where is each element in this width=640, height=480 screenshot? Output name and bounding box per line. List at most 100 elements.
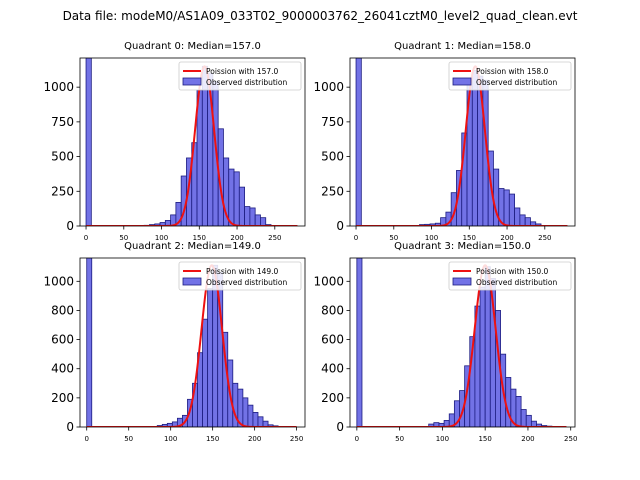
x-tick-label: 150: [463, 234, 476, 242]
figure-suptitle: Data file: modeM0/AS1A09_033T02_90000037…: [62, 9, 578, 23]
y-tick-label: 1000: [43, 274, 74, 288]
x-tick-label: 200: [248, 435, 261, 443]
legend-label-poisson: Poission with 150.0: [476, 267, 549, 276]
histogram-bar: [519, 214, 526, 226]
legend-bar-swatch: [452, 277, 472, 286]
histogram-bar: [202, 318, 209, 427]
histogram-bar: [484, 266, 491, 427]
y-tick-label: 1000: [313, 274, 344, 288]
poisson-curve: [86, 264, 297, 427]
legend-label-poisson: Poission with 157.0: [206, 67, 279, 76]
panel-title: Quadrant 0: Median=157.0: [124, 41, 261, 52]
y-tick-label: 400: [321, 362, 344, 376]
x-tick-label: 50: [389, 234, 398, 242]
x-tick-label: 150: [193, 234, 206, 242]
legend-box: [448, 61, 572, 91]
axes-frame: [349, 257, 576, 428]
y-tick-label: 200: [51, 391, 74, 405]
legend-bar-swatch: [182, 77, 202, 86]
x-tick-label: 250: [564, 435, 577, 443]
histogram-bars: [85, 58, 272, 226]
x-tick-label: 0: [84, 234, 88, 242]
legend-bar-swatch: [452, 77, 472, 86]
y-tick-label: 0: [66, 420, 74, 434]
legend-box: [178, 61, 302, 91]
histogram-bar: [503, 189, 510, 226]
histogram-bar: [535, 223, 542, 226]
quadrant-1-chart: 0 50 100 150 200 250 0 250 500 750 1000 Quadrant 1:…: [313, 41, 576, 242]
histogram-bar: [508, 193, 515, 226]
legend-label-observed: Observed distribution: [206, 278, 287, 287]
histogram-bar: [85, 58, 92, 226]
poisson-curve: [86, 65, 298, 226]
x-tick-label: 50: [124, 435, 133, 443]
x-tick-label: 250: [290, 435, 303, 443]
y-tick-label: 200: [321, 391, 344, 405]
quadrant-0-chart: 0 50 100 150 200 250 0 250 500 750 1000 Quadrant 0:…: [43, 41, 306, 242]
y-tick-label: 800: [51, 303, 74, 317]
histogram-bar: [249, 207, 256, 226]
legend-label-poisson: Poission with 158.0: [476, 67, 549, 76]
histogram-bar: [257, 416, 264, 427]
legend-bar-swatch: [182, 277, 202, 286]
histogram-bar: [233, 171, 240, 226]
legend-box: [178, 261, 302, 291]
histogram-bar: [86, 258, 93, 427]
histogram-bar: [252, 412, 259, 427]
histogram-bar: [242, 397, 249, 427]
histogram-bar: [207, 288, 214, 427]
y-tick-label: 400: [51, 362, 74, 376]
y-tick-label: 750: [51, 115, 74, 129]
histogram-bar: [254, 214, 261, 226]
x-tick-label: 100: [425, 234, 438, 242]
x-tick-label: 250: [268, 234, 281, 242]
x-tick-label: 250: [538, 234, 551, 242]
axes-frame: [79, 57, 306, 227]
x-tick-label: 200: [521, 435, 534, 443]
panel-title: Quadrant 2: Median=149.0: [124, 241, 261, 252]
x-tick-label: 50: [119, 234, 128, 242]
y-tick-label: 0: [336, 219, 344, 233]
y-tick-label: 250: [51, 184, 74, 198]
axes-frame: [349, 57, 576, 227]
legend-label-observed: Observed distribution: [476, 78, 557, 87]
panel-title: Quadrant 3: Median=150.0: [394, 241, 531, 252]
quadrant-3-chart: 0 50 100 150 200 250 0 200 400 600 800 1000 Quadrant…: [313, 241, 577, 443]
y-tick-label: 750: [321, 115, 344, 129]
x-tick-label: 100: [155, 234, 168, 242]
x-tick-label: 150: [478, 435, 491, 443]
histogram-bar: [262, 420, 269, 427]
quadrant-2-chart: 0 50 100 150 200 250 0 200 400 600 800 1000 Quadrant…: [43, 241, 306, 443]
histogram-bar: [524, 217, 531, 226]
x-tick-label: 100: [164, 435, 177, 443]
histogram-bar: [356, 258, 363, 427]
x-tick-label: 0: [355, 435, 359, 443]
histogram-bar: [520, 409, 527, 427]
legend-label-poisson: Poission with 149.0: [206, 267, 279, 276]
y-tick-label: 800: [321, 303, 344, 317]
y-tick-label: 0: [336, 420, 344, 434]
histogram-bar: [471, 70, 479, 226]
histogram-bar: [228, 168, 235, 226]
legend-box: [448, 261, 572, 291]
histogram-bar: [515, 396, 522, 427]
histogram-bar: [355, 58, 362, 226]
legend-label-observed: Observed distribution: [206, 78, 287, 87]
panel-title: Quadrant 1: Median=158.0: [394, 41, 531, 52]
x-tick-label: 200: [500, 234, 513, 242]
poisson-curve: [356, 65, 568, 226]
histogram-bar: [514, 207, 521, 226]
axes-frame: [79, 257, 306, 428]
y-tick-label: 0: [66, 219, 74, 233]
histogram-bar: [244, 206, 251, 226]
histogram-bar: [479, 286, 486, 427]
y-tick-label: 1000: [43, 80, 74, 94]
y-tick-label: 1000: [313, 80, 344, 94]
y-tick-label: 250: [321, 184, 344, 198]
histogram-bar: [525, 414, 532, 427]
y-tick-label: 600: [321, 333, 344, 347]
y-tick-label: 500: [321, 150, 344, 164]
x-tick-label: 0: [84, 435, 88, 443]
x-tick-label: 50: [395, 435, 404, 443]
